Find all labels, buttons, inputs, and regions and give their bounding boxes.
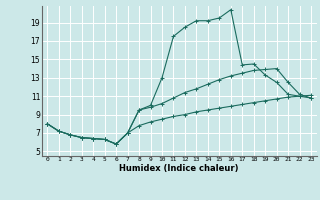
X-axis label: Humidex (Indice chaleur): Humidex (Indice chaleur) bbox=[119, 164, 239, 173]
